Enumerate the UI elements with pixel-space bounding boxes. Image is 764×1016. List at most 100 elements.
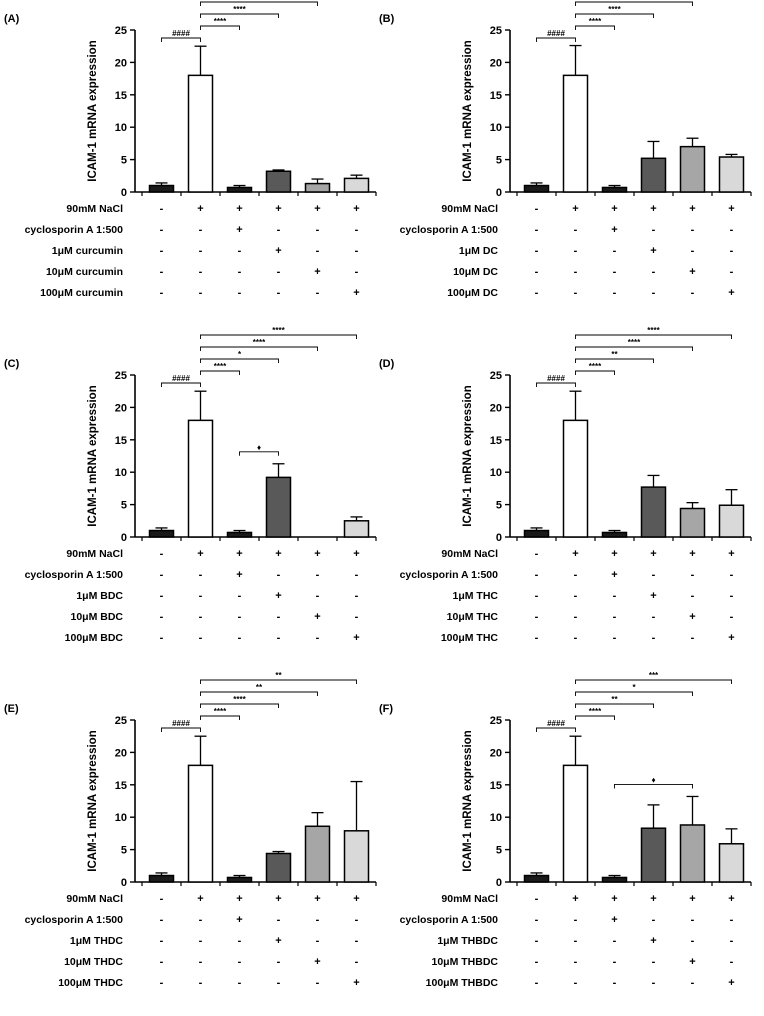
significance-label: ****: [647, 326, 660, 335]
condition-sign: -: [535, 935, 539, 947]
condition-sign: -: [160, 569, 164, 581]
condition-sign: +: [650, 893, 656, 905]
condition-sign: -: [691, 224, 695, 236]
y-tick-label: 5: [121, 155, 127, 167]
condition-row-label: 90mM NaCl: [66, 548, 123, 560]
significance-label: **: [611, 695, 618, 704]
significance-bracket: [536, 727, 576, 732]
condition-sign: -: [535, 632, 539, 644]
condition-sign: -: [691, 245, 695, 257]
y-tick-label: 15: [115, 90, 127, 102]
condition-sign: +: [650, 590, 656, 602]
condition-sign: +: [236, 203, 242, 215]
bar: [601, 186, 628, 193]
y-tick-label: 20: [490, 57, 502, 69]
panel-label: (F): [379, 703, 393, 715]
y-tick-label: 5: [121, 500, 127, 512]
y-tick-label: 15: [490, 780, 502, 792]
significance-label: **: [631, 0, 638, 2]
y-tick-label: 10: [115, 122, 127, 134]
condition-sign: -: [535, 611, 539, 623]
condition-sign: -: [613, 245, 617, 257]
condition-sign: -: [160, 287, 164, 299]
condition-sign: -: [691, 632, 695, 644]
significance-label: ♦: [651, 775, 655, 784]
condition-sign: -: [535, 590, 539, 602]
condition-sign: -: [199, 287, 203, 299]
condition-sign: +: [728, 548, 734, 560]
bar: [343, 177, 370, 193]
y-tick-label: 0: [121, 877, 127, 889]
significance-label: **: [256, 683, 263, 692]
condition-sign: -: [613, 935, 617, 947]
bar: [226, 531, 253, 538]
significance-bracket: [161, 382, 201, 387]
y-axis-label: ICAM-1 mRNA expression: [87, 40, 99, 181]
condition-sign: -: [199, 266, 203, 278]
significance-bracket: [575, 715, 615, 720]
condition-sign: -: [199, 956, 203, 968]
significance-bracket: [200, 703, 279, 708]
condition-sign: -: [238, 956, 242, 968]
y-axis-label: ICAM-1 mRNA expression: [462, 730, 474, 871]
bar: [562, 764, 589, 883]
condition-sign: -: [316, 977, 320, 989]
bar: [187, 764, 214, 883]
significance-bracket: [536, 37, 576, 42]
condition-sign: +: [689, 548, 695, 560]
condition-sign: +: [728, 893, 734, 905]
y-tick-label: 20: [490, 747, 502, 759]
condition-sign: -: [277, 611, 281, 623]
y-tick-label: 10: [490, 467, 502, 479]
condition-sign: -: [574, 266, 578, 278]
condition-sign: -: [574, 611, 578, 623]
condition-row-label: cyclosporin A 1:500: [25, 569, 124, 581]
condition-sign: -: [199, 611, 203, 623]
significance-label: ****: [253, 0, 266, 2]
y-tick-label: 25: [490, 25, 502, 37]
significance-bracket: [200, 334, 357, 339]
condition-sign: +: [728, 977, 734, 989]
condition-row-label: 90mM NaCl: [441, 203, 498, 215]
bar: [601, 876, 628, 883]
condition-sign: -: [199, 569, 203, 581]
significance-label: ####: [547, 719, 565, 728]
y-tick-label: 5: [496, 845, 502, 857]
significance-label: **: [611, 350, 618, 359]
condition-sign: -: [535, 548, 539, 560]
condition-sign: -: [160, 977, 164, 989]
condition-sign: -: [277, 632, 281, 644]
condition-sign: -: [730, 224, 734, 236]
condition-row-label: 90mM NaCl: [441, 548, 498, 560]
condition-sign: -: [316, 287, 320, 299]
condition-row-label: 1μM curcumin: [52, 245, 123, 257]
condition-sign: -: [355, 245, 359, 257]
bar: [148, 529, 175, 538]
condition-sign: -: [652, 266, 656, 278]
panel-label: (C): [4, 358, 20, 370]
y-tick-label: 0: [496, 877, 502, 889]
condition-sign: -: [277, 266, 281, 278]
condition-sign: -: [238, 245, 242, 257]
bar: [679, 824, 706, 883]
y-tick-label: 25: [115, 715, 127, 727]
condition-row-label: 100μM THC: [441, 632, 499, 644]
condition-sign: -: [355, 611, 359, 623]
significance-bracket: [575, 370, 615, 375]
condition-sign: -: [730, 935, 734, 947]
condition-sign: -: [535, 224, 539, 236]
condition-sign: +: [689, 611, 695, 623]
condition-row-label: 10μM DC: [453, 266, 498, 278]
significance-label: ****: [233, 5, 246, 14]
condition-sign: -: [652, 611, 656, 623]
condition-row-label: cyclosporin A 1:500: [400, 914, 499, 926]
condition-sign: +: [728, 287, 734, 299]
condition-sign: -: [535, 569, 539, 581]
condition-sign: +: [353, 203, 359, 215]
condition-sign: -: [730, 569, 734, 581]
condition-sign: -: [535, 203, 539, 215]
significance-label: ####: [172, 374, 190, 383]
condition-row-label: 10μM curcumin: [46, 266, 123, 278]
condition-sign: -: [238, 977, 242, 989]
